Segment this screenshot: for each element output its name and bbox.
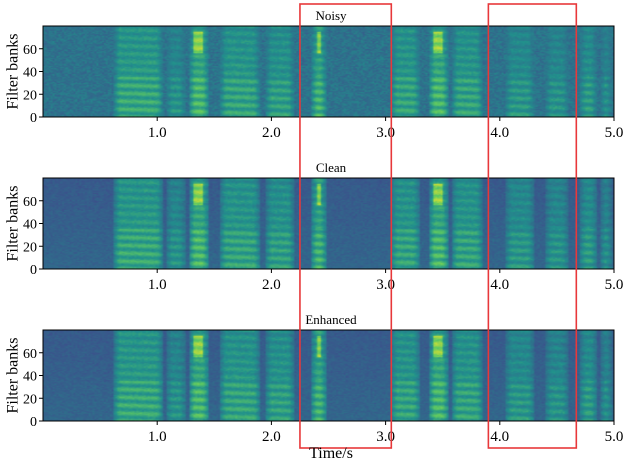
x-tick-label: 2.0 [262, 429, 281, 445]
y-axis-label: Filter banks [5, 34, 22, 110]
spectrogram-heatmap [43, 178, 614, 269]
y-tick-label: 60 [23, 43, 37, 58]
y-tick-label: 20 [23, 392, 37, 407]
y-tick-label: 40 [23, 370, 37, 385]
y-axis-label: Filter banks [5, 338, 22, 414]
highlight-box [487, 3, 578, 449]
x-tick-label: 5.0 [605, 125, 624, 141]
panel-title: Noisy [315, 8, 347, 23]
x-tick-label: 3.0 [376, 429, 395, 445]
highlight-box [299, 3, 393, 449]
y-tick-label: 0 [30, 415, 37, 430]
y-tick-label: 60 [23, 195, 37, 210]
x-tick-label: 4.0 [490, 277, 509, 293]
y-tick-label: 0 [30, 111, 37, 126]
panel-title: Enhanced [305, 312, 357, 327]
x-tick-label: 3.0 [376, 125, 395, 141]
x-tick-label: 2.0 [262, 277, 281, 293]
x-tick-label: 4.0 [490, 429, 509, 445]
y-tick-label: 60 [23, 347, 37, 362]
x-tick-label: 5.0 [605, 429, 624, 445]
y-tick-label: 20 [23, 88, 37, 103]
x-tick-label: 5.0 [605, 277, 624, 293]
x-tick-label: 3.0 [376, 277, 395, 293]
y-tick-label: 40 [23, 66, 37, 81]
x-axis-label: Time/s [309, 445, 353, 460]
x-tick-label: 1.0 [148, 277, 167, 293]
spectrogram-heatmap [43, 330, 614, 421]
x-tick-label: 2.0 [262, 125, 281, 141]
spectrogram-heatmap [43, 26, 614, 117]
y-tick-label: 20 [23, 240, 37, 255]
y-axis-label: Filter banks [5, 186, 22, 262]
x-tick-label: 1.0 [148, 429, 167, 445]
x-tick-label: 1.0 [148, 125, 167, 141]
y-tick-label: 0 [30, 263, 37, 278]
y-tick-label: 40 [23, 218, 37, 233]
panel-title: Clean [316, 160, 347, 175]
x-tick-label: 4.0 [490, 125, 509, 141]
